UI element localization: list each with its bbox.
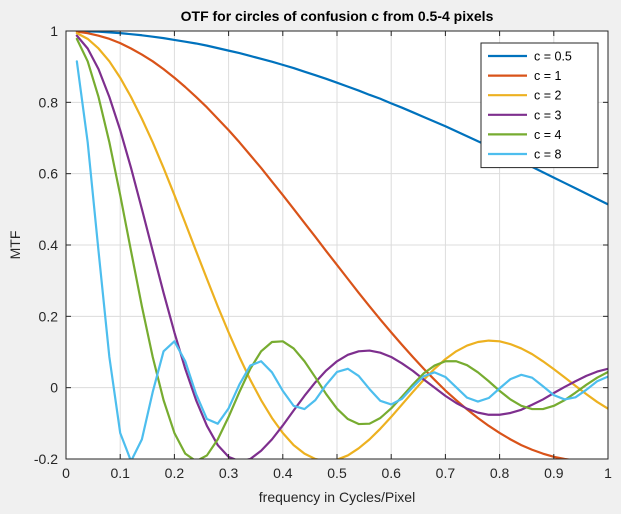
y-tick-label: 0	[50, 380, 58, 396]
y-tick-label: 0.6	[39, 166, 59, 182]
legend-entry: c = 8	[534, 148, 561, 162]
x-tick-label: 0.4	[273, 465, 293, 481]
legend-entry: c = 4	[534, 128, 561, 142]
y-axis-label: MTF	[7, 231, 23, 260]
y-tick-label: 0.4	[39, 237, 59, 253]
x-axis-label: frequency in Cycles/Pixel	[259, 489, 415, 505]
x-tick-label: 0.6	[381, 465, 401, 481]
legend: c = 0.5 c = 1 c = 2 c = 3 c = 4 c = 8	[480, 42, 599, 169]
legend-entry: c = 3	[534, 108, 561, 122]
legend-entry: c = 2	[534, 89, 561, 103]
series-line-5	[75, 37, 608, 459]
tick-labels: 0 0.1 0.2 0.3 0.4 0.5 0.6 0.7 0.8 0.9 1-0.200.20.4…	[34, 23, 612, 481]
x-tick-label: 1	[604, 465, 612, 481]
legend-entry: c = 1	[534, 69, 561, 83]
x-tick-label: 0.8	[490, 465, 510, 481]
y-tick-label: -0.2	[34, 451, 58, 467]
x-tick-label: 0.3	[219, 465, 239, 481]
series-line-4	[75, 34, 608, 459]
series-line-6	[75, 60, 608, 459]
series-line-3	[75, 32, 608, 459]
x-tick-label: 0.5	[327, 465, 347, 481]
y-tick-label: 0.2	[39, 308, 59, 324]
y-tick-label: 1	[50, 23, 58, 39]
series-line-2	[75, 31, 608, 459]
legend-entry: c = 0.5	[534, 50, 572, 64]
legend-box	[480, 42, 599, 169]
x-tick-label: 0.9	[544, 465, 564, 481]
axis-ticks	[65, 30, 609, 460]
x-tick-label: 0.1	[110, 465, 130, 481]
x-tick-label: 0	[62, 465, 70, 481]
y-tick-label: 0.8	[39, 94, 59, 110]
chart-title: OTF for circles of confusion c from 0.5-…	[181, 8, 494, 24]
x-tick-label: 0.7	[436, 465, 456, 481]
x-tick-label: 0.2	[165, 465, 185, 481]
